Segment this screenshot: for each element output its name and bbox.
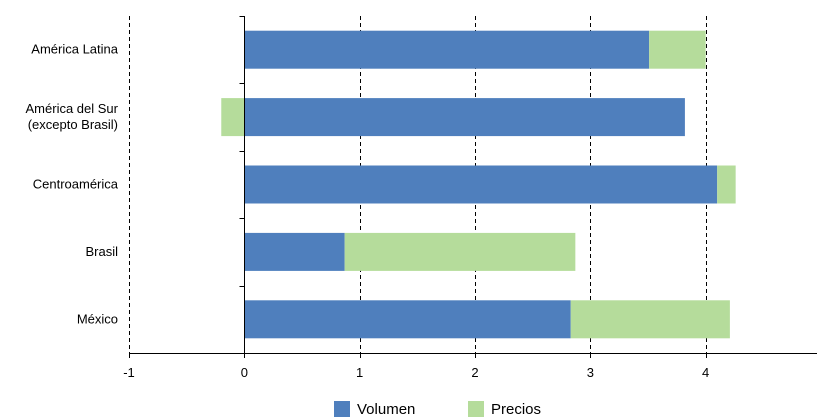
bar-volumen-4 — [244, 232, 345, 271]
bar-precios-1 — [649, 30, 706, 69]
category-label: América Latina — [31, 42, 118, 57]
bar-precios-5 — [570, 300, 730, 339]
category-label: México — [77, 311, 118, 326]
legend-label-volumen: Volumen — [357, 401, 415, 417]
bars — [221, 30, 736, 339]
category-labels: América Latina América del Sur (excepto Br… — [26, 42, 119, 327]
x-tick-label: 0 — [241, 365, 248, 380]
bar-volumen-2 — [244, 98, 685, 137]
bar-precios-2 — [221, 98, 245, 137]
x-tick-label: 3 — [587, 365, 594, 380]
bar-volumen-5 — [244, 300, 571, 339]
bar-precios-3 — [717, 165, 736, 204]
bar-precios-4 — [344, 232, 576, 271]
bar-volumen-3 — [244, 165, 718, 204]
x-tick-label: 1 — [356, 365, 363, 380]
axes — [129, 16, 817, 358]
x-tick-label: 2 — [471, 365, 478, 380]
category-label: América del Sur (excepto Brasil) — [26, 101, 119, 132]
bar-volumen-1 — [244, 30, 650, 69]
x-tick-label: 4 — [702, 365, 709, 380]
legend-label-precios: Precios — [491, 401, 541, 417]
legend: Volumen Precios — [334, 401, 541, 417]
category-label: Centroamérica — [33, 177, 119, 192]
x-tick-label: -1 — [123, 365, 135, 380]
category-label: Brasil — [85, 244, 118, 259]
tick-labels: -1012345 — [123, 365, 709, 380]
legend-swatch-precios — [468, 401, 484, 417]
legend-swatch-volumen — [334, 401, 350, 417]
